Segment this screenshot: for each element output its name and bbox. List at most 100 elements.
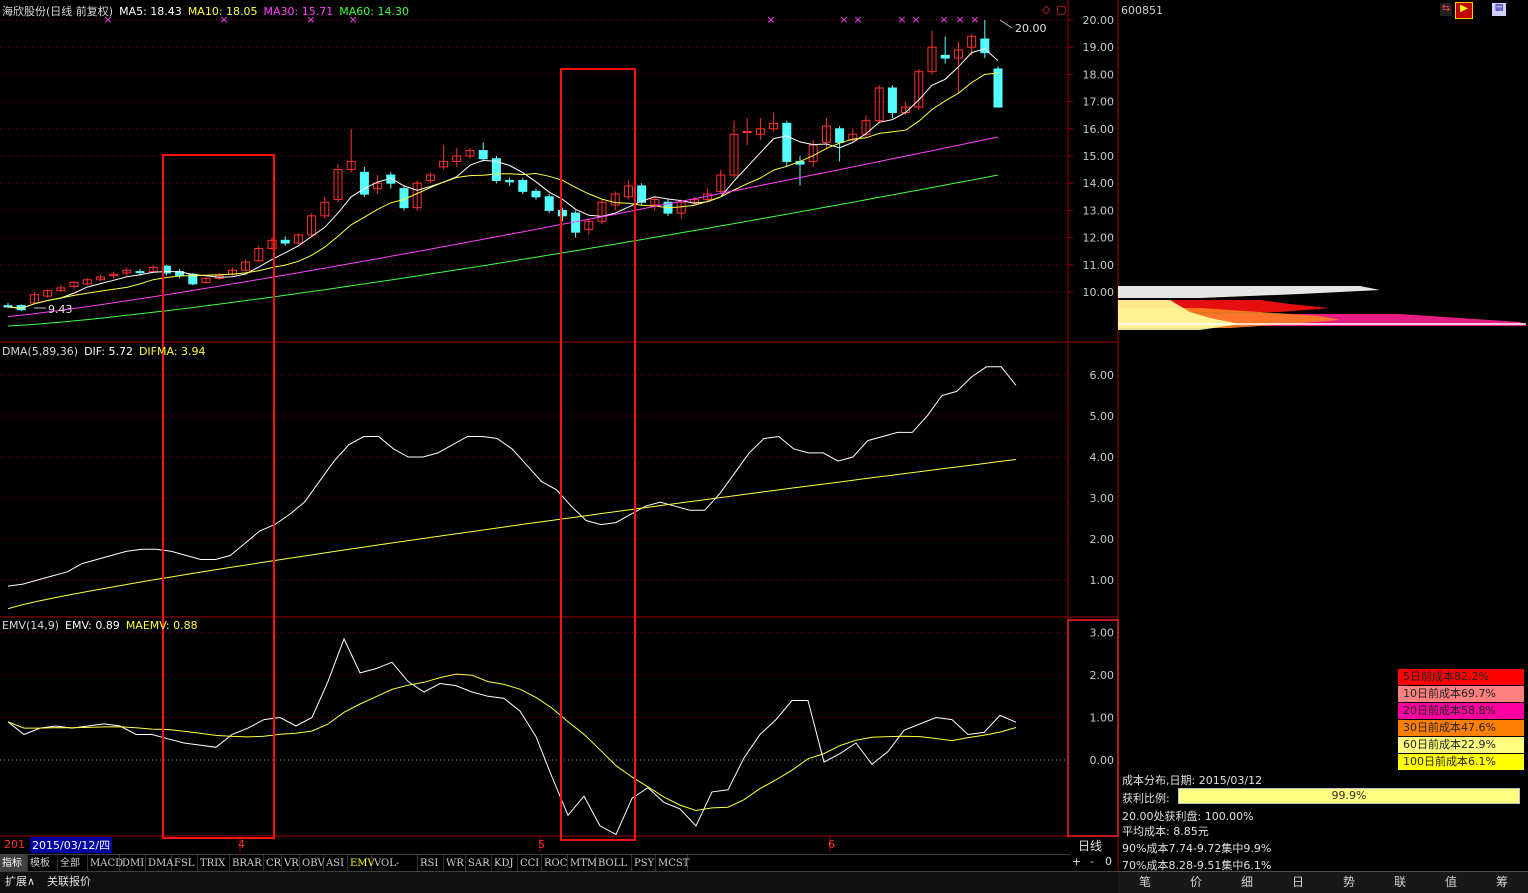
related-quote-button[interactable]: 关联报价 — [47, 875, 91, 888]
low-price-label: 9.43 — [48, 303, 73, 316]
candle-body — [241, 261, 251, 271]
play-icon[interactable]: ▶ — [1455, 2, 1473, 19]
tab-vr[interactable]: VR — [282, 855, 300, 872]
main-legend: 海欣股份(日线 前复权) MA5: 18.43 MA10: 18.05 MA30: 1… — [2, 3, 415, 19]
signal-marker: × — [348, 13, 357, 26]
high-price-label: 20.00 — [1015, 22, 1047, 35]
right-tab-2[interactable]: 细 — [1240, 875, 1253, 889]
emv-tick-label: 1.00 — [1090, 712, 1115, 725]
right-tab-5[interactable]: 联 — [1393, 875, 1406, 889]
bottom-bar: 扩展∧ 关联报价 — [0, 871, 1120, 893]
signal-marker: × — [955, 13, 964, 26]
candle-body — [782, 122, 792, 162]
tab-dmi[interactable]: DMI — [120, 855, 146, 872]
period-label[interactable]: 日线 — [1078, 839, 1103, 853]
window-icon[interactable]: ▤ — [1492, 3, 1506, 16]
candle-body — [452, 155, 462, 162]
signal-marker: × — [103, 13, 112, 26]
tab-模板[interactable]: 模板 — [28, 855, 58, 872]
right-tab-6[interactable]: 值 — [1444, 875, 1457, 889]
tab-rsi[interactable]: RSI — [418, 855, 444, 872]
stock-code: 600851 — [1121, 4, 1163, 17]
tab-brar[interactable]: BRAR — [230, 855, 264, 872]
tab-trix[interactable]: TRIX — [198, 855, 230, 872]
tab-asi[interactable]: ASI — [324, 855, 348, 872]
candle-body — [95, 276, 105, 281]
month-label-4: 4 — [238, 838, 245, 851]
tab-psy[interactable]: PSY — [632, 855, 656, 872]
candle-body — [267, 239, 277, 249]
candle-body — [887, 87, 897, 113]
tab-全部[interactable]: 全部 — [58, 855, 88, 872]
tab-roc[interactable]: ROC — [542, 855, 568, 872]
tab-obv[interactable]: OBV — [300, 855, 325, 872]
price-tick-label: 17.00 — [1083, 96, 1115, 109]
zoom-reset-button[interactable]: 0 — [1105, 855, 1112, 868]
zoom-in-button[interactable]: + — [1072, 855, 1082, 868]
candle-body — [3, 305, 13, 308]
month-label-6: 6 — [828, 838, 835, 851]
candle-body — [491, 158, 501, 181]
right-tab-0[interactable]: 笔 — [1138, 875, 1151, 889]
tab-cci[interactable]: CCI — [518, 855, 542, 872]
right-tab-1[interactable]: 价 — [1189, 875, 1202, 889]
tab-vol-tdx[interactable]: VOL-TDX — [372, 855, 418, 886]
ma30-value: MA30: 15.71 — [263, 5, 334, 18]
tab-cr[interactable]: CR — [264, 855, 282, 872]
signal-marker: × — [897, 13, 906, 26]
zoom-out-button[interactable]: - — [1090, 855, 1094, 868]
tab-fsl[interactable]: FSL — [172, 855, 198, 872]
ma10-line — [7, 72, 999, 309]
emv-axis-frame — [1067, 619, 1119, 837]
tab-wr[interactable]: WR — [444, 855, 466, 872]
candle-body — [373, 182, 383, 190]
ma60-line — [7, 174, 999, 327]
candle-body — [148, 267, 158, 273]
tab-emv[interactable]: EMV — [348, 855, 375, 872]
highlight-box-2 — [560, 68, 636, 841]
dma-legend: DMA(5,89,36) DIF: 5.72 DIFMA: 3.94 — [2, 345, 212, 358]
tab-指标[interactable]: 指标 — [0, 855, 28, 872]
tab-boll[interactable]: BOLL — [596, 855, 632, 872]
expand-button[interactable]: 扩展∧ — [5, 875, 36, 888]
diamond-icon[interactable]: ◇ — [1042, 3, 1051, 16]
tab-mcst[interactable]: MCST — [656, 855, 689, 872]
cost-box-2: 20日前成本58.8% — [1398, 703, 1524, 719]
signal-marker: × — [853, 13, 862, 26]
candle-body — [584, 220, 594, 230]
price-tick-label: 12.00 — [1083, 232, 1115, 245]
tab-mtm[interactable]: MTM — [568, 855, 597, 872]
dma-tick-label: 3.00 — [1090, 492, 1115, 505]
price-tick-label: 20.00 — [1083, 14, 1115, 27]
candle-body — [769, 122, 779, 130]
profit-value: 99.9% — [1331, 789, 1367, 802]
right-tab-3[interactable]: 日 — [1291, 875, 1304, 889]
candle-body — [623, 185, 633, 198]
tab-dma[interactable]: DMA — [146, 855, 173, 872]
cost-box-4: 60日前成本22.9% — [1398, 737, 1524, 753]
right-tab-4[interactable]: 势 — [1342, 875, 1355, 889]
signal-marker: × — [970, 13, 979, 26]
tab-kdj[interactable]: KDJ — [492, 855, 518, 872]
cost-box-5: 100日前成本6.1% — [1398, 754, 1524, 770]
cost-70: 70%成本8.28-9.51集中6.1% — [1122, 859, 1272, 872]
cost-box-0: 5日前成本82.2% — [1398, 669, 1524, 685]
candle-body — [597, 201, 607, 222]
candle-body — [993, 68, 1003, 108]
ma30-line — [7, 136, 999, 317]
candle-body — [82, 279, 92, 285]
difma-line — [7, 459, 1017, 610]
tab-sar[interactable]: SAR — [466, 855, 492, 872]
tab-macd[interactable]: MACD — [88, 855, 123, 872]
candle-body — [359, 171, 369, 195]
candle-body — [69, 281, 79, 288]
profit-label: 获利比例: — [1122, 792, 1170, 805]
square-icon[interactable]: ▢ — [1056, 3, 1067, 16]
cost-date: 成本分布,日期: 2015/03/12 — [1122, 774, 1263, 787]
right-tab-7[interactable]: 筹 — [1495, 875, 1508, 889]
chip-band-0 — [1118, 286, 1380, 298]
chart-type-icon[interactable]: ⇆ — [1440, 3, 1452, 16]
candle-body — [967, 35, 977, 48]
candle-body — [531, 190, 541, 198]
